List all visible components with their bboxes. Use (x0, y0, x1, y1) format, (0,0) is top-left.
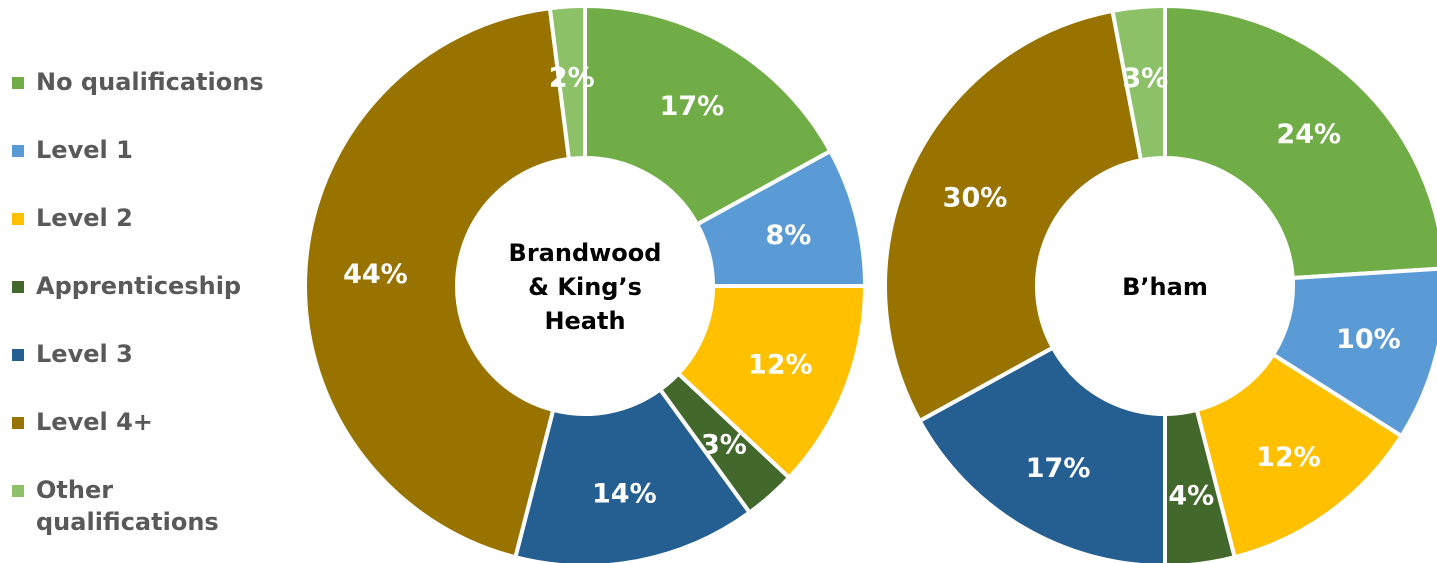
slice-label: 30% (943, 183, 1008, 214)
donut-slice (883, 8, 1144, 424)
slice-label: 12% (1256, 442, 1321, 473)
legend-item: Other qualifications (12, 474, 302, 542)
slice-label: 4% (1168, 480, 1214, 511)
donut-slice (1163, 3, 1437, 281)
legend-label: No qualifications (36, 68, 264, 96)
legend-label: Other qualifications (36, 476, 219, 536)
donut-slice (1194, 351, 1405, 560)
donut-slice (1163, 407, 1238, 563)
legend-label: Level 2 (36, 204, 133, 232)
legend-swatch (12, 417, 24, 429)
donut-slice (1110, 3, 1167, 163)
donut-slice (303, 5, 572, 560)
donut-chart-2: 24% 10% 12% 4% 17% 30% 3% B’ham (883, 3, 1437, 563)
legend-item: Level 1 (12, 134, 302, 202)
slice-label: 44% (343, 259, 408, 290)
donut-center-title: & King’s (528, 273, 642, 301)
slice-label: 3% (1122, 63, 1168, 94)
donut-slice (547, 3, 587, 162)
legend-item: Level 3 (12, 338, 302, 406)
donut-center-title: Heath (544, 307, 625, 335)
legend-item: Level 2 (12, 202, 302, 270)
slice-label: 2% (549, 62, 595, 93)
legend-swatch (12, 281, 24, 293)
legend-swatch (12, 145, 24, 157)
donut-slice (675, 284, 868, 481)
legend: No qualifications Level 1 Level 2 Apprentic… (12, 66, 302, 542)
legend-swatch (12, 485, 24, 497)
legend-item: No qualifications (12, 66, 302, 134)
slice-label: 14% (592, 478, 657, 509)
slice-label: 17% (660, 91, 725, 122)
slice-label: 8% (765, 220, 811, 251)
donut-slice (512, 386, 753, 563)
donut-center-title: Brandwood (509, 239, 662, 267)
legend-item: Apprenticeship (12, 270, 302, 338)
slice-label: 12% (748, 349, 813, 380)
donut-center-title: B’ham (1122, 273, 1208, 301)
legend-swatch (12, 77, 24, 89)
slice-label: 17% (1026, 453, 1091, 484)
slice-label: 24% (1276, 119, 1341, 150)
legend-swatch (12, 213, 24, 225)
legend-label: Level 1 (36, 136, 133, 164)
legend-item: Level 4+ (12, 406, 302, 474)
donut-slice (916, 344, 1167, 563)
legend-label: Apprenticeship (36, 272, 242, 300)
legend-label: Level 4+ (36, 408, 153, 436)
donut-slice (583, 3, 834, 228)
legend-swatch (12, 349, 24, 361)
slice-label: 10% (1336, 324, 1401, 355)
legend-label: Level 3 (36, 340, 133, 368)
